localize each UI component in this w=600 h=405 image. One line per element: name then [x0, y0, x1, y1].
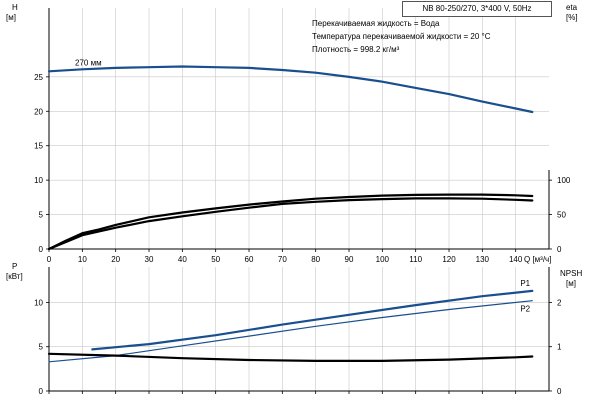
- y2-axis-label: eta: [566, 3, 578, 12]
- x-tick-label: 80: [311, 255, 320, 264]
- fluid-info-line: Перекачиваемая жидкость = Вода: [312, 19, 440, 28]
- x-tick-label: 30: [145, 255, 154, 264]
- y-tick-label: 10: [34, 176, 43, 185]
- model-label: NB 80-250/270, 3*400 V, 50Hz: [402, 1, 552, 17]
- y-axis-label: P: [12, 262, 17, 271]
- curve-annotation: 270 мм: [75, 58, 102, 67]
- x-axis-label: Q [м³/ч]: [524, 255, 551, 264]
- y2-axis-label: NPSH: [560, 269, 582, 278]
- y-tick-label: 0: [39, 387, 44, 396]
- x-tick-label: 120: [442, 255, 456, 264]
- y2-tick-label: 0: [557, 245, 562, 254]
- series-line-p1: [91, 289, 534, 351]
- x-tick-label: 10: [78, 255, 87, 264]
- series-line-right-2: [47, 352, 534, 362]
- x-tick-label: 90: [345, 255, 354, 264]
- x-tick-label: 20: [111, 255, 120, 264]
- y2-tick-label: 0: [557, 387, 562, 396]
- x-tick-label: 0: [47, 255, 52, 264]
- density-info-line: Плотность = 998.2 кг/м³: [312, 45, 400, 54]
- y-tick-label: 10: [34, 298, 43, 307]
- y-tick-label: 5: [39, 211, 44, 220]
- x-tick-label: 140: [509, 255, 523, 264]
- y2-tick-label: 100: [557, 176, 571, 185]
- temperature-info-line: Температура перекачиваемой жидкости = 20…: [312, 32, 491, 41]
- x-tick-label: 50: [211, 255, 220, 264]
- x-tick-label: 130: [476, 255, 490, 264]
- y2-tick-label: 2: [557, 298, 562, 307]
- x-tick-label: 100: [376, 255, 390, 264]
- series-line-right-1: [47, 197, 534, 251]
- y2-tick-label: 1: [557, 343, 562, 352]
- y2-axis-unit: [%]: [566, 13, 578, 22]
- y-tick-label: 20: [34, 107, 43, 116]
- y-tick-label: 15: [34, 142, 43, 151]
- series-line-p2: [48, 300, 533, 363]
- y2-tick-label: 50: [557, 211, 566, 220]
- y-axis-unit: [м]: [6, 13, 16, 22]
- y-tick-label: 25: [34, 73, 43, 82]
- y-tick-label: 0: [39, 245, 44, 254]
- series-label-p2: P2: [520, 305, 530, 314]
- y-axis-unit: [кВт]: [6, 272, 23, 281]
- y2-axis-unit: [м]: [566, 279, 576, 288]
- y-tick-label: 5: [39, 343, 44, 352]
- series-line-right-2: [47, 193, 534, 251]
- x-tick-label: 70: [278, 255, 287, 264]
- x-tick-label: 60: [245, 255, 254, 264]
- series-line-270-мм: [47, 65, 534, 114]
- x-tick-label: 110: [409, 255, 422, 264]
- x-tick-label: 40: [178, 255, 187, 264]
- y-axis-label: H: [12, 3, 18, 12]
- series-label-p1: P1: [520, 279, 530, 288]
